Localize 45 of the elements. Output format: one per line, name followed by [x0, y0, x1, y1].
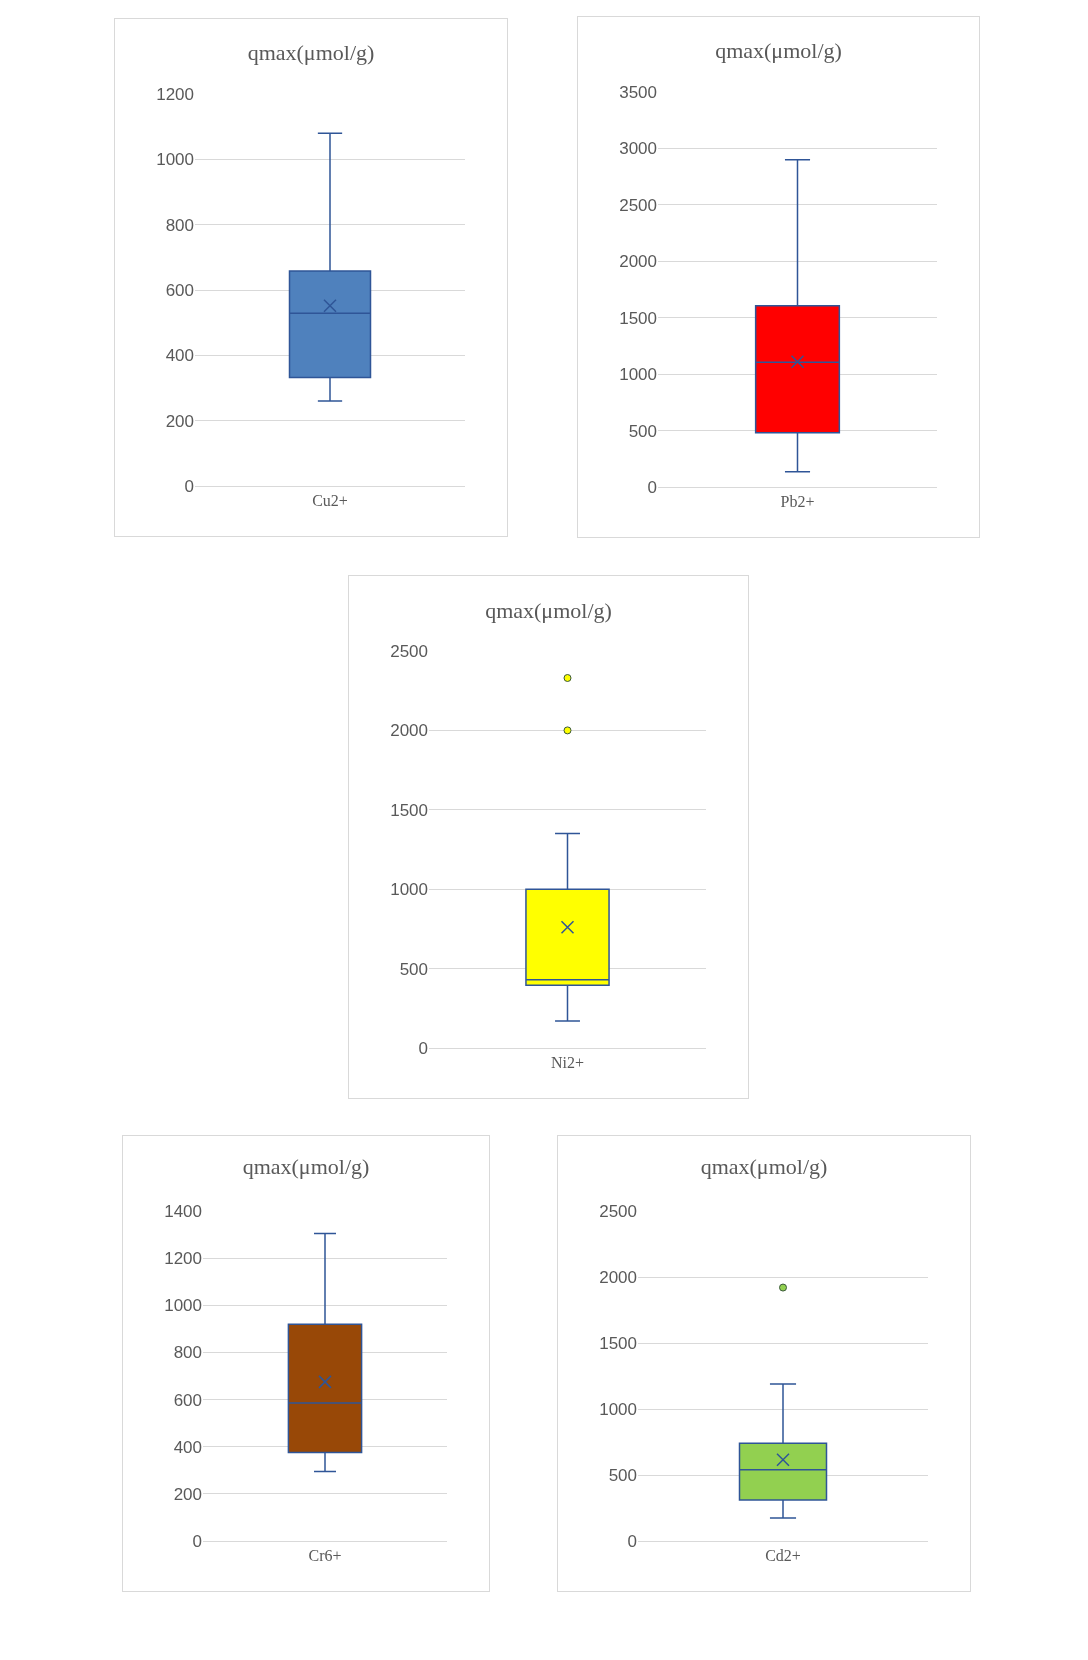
- y-tick-label: 600: [165, 280, 194, 300]
- y-tick-label: 1000: [599, 1399, 637, 1419]
- y-tick-label: 0: [647, 477, 657, 497]
- y-tick-label: 1500: [599, 1333, 637, 1353]
- y-tick-label: 500: [608, 1465, 637, 1485]
- y-tick-label: 1000: [156, 150, 194, 170]
- chart-title: qmax(μmol/g): [485, 597, 612, 623]
- chart-title: qmax(μmol/g): [700, 1154, 828, 1180]
- y-tick-label: 200: [173, 1484, 202, 1504]
- y-tick-label: 2000: [390, 721, 428, 741]
- y-tick-label: 2000: [619, 252, 657, 272]
- chart-title: qmax(μmol/g): [247, 40, 375, 66]
- y-tick-label: 1000: [164, 1296, 202, 1316]
- y-tick-label: 1500: [619, 308, 657, 328]
- y-tick-label: 500: [399, 959, 428, 979]
- x-tick-label: Cu2+: [312, 492, 348, 510]
- y-tick-label: 800: [173, 1343, 202, 1363]
- chart-title: qmax(μmol/g): [715, 38, 842, 64]
- y-tick-label: 400: [165, 346, 194, 366]
- y-tick-label: 0: [184, 476, 194, 496]
- y-tick-label: 1000: [619, 365, 657, 385]
- x-tick-label: Ni2+: [550, 1054, 585, 1072]
- y-tick-label: 1200: [164, 1249, 202, 1269]
- y-tick-label: 0: [627, 1531, 637, 1551]
- y-tick-label: 0: [192, 1531, 202, 1551]
- chart-title: qmax(μmol/g): [242, 1154, 370, 1180]
- y-tick-label: 2500: [619, 195, 657, 215]
- y-tick-label: 800: [165, 215, 194, 235]
- y-tick-label: 2000: [599, 1267, 637, 1287]
- y-tick-label: 1400: [164, 1201, 202, 1221]
- y-tick-label: 0: [418, 1038, 428, 1058]
- y-tick-label: 400: [173, 1437, 202, 1457]
- x-tick-label: Pb2+: [780, 493, 815, 511]
- y-tick-label: 2500: [599, 1201, 637, 1221]
- x-tick-label: Cd2+: [765, 1547, 801, 1565]
- y-tick-label: 500: [628, 421, 657, 441]
- y-tick-label: 2500: [390, 641, 428, 661]
- y-tick-label: 1200: [156, 84, 194, 104]
- y-tick-label: 1000: [390, 880, 428, 900]
- x-tick-label: Cr6+: [308, 1547, 342, 1565]
- y-tick-label: 600: [173, 1390, 202, 1410]
- y-tick-label: 200: [165, 411, 194, 431]
- y-tick-label: 1500: [390, 800, 428, 820]
- y-tick-label: 3000: [619, 139, 657, 159]
- y-tick-label: 3500: [619, 82, 657, 102]
